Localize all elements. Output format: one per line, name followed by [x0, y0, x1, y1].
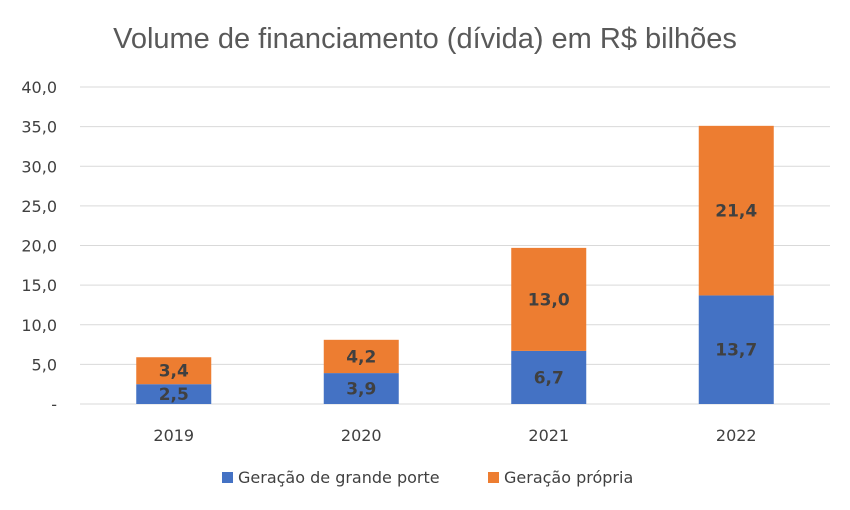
data-label: 2,5	[159, 385, 189, 405]
x-axis-ticks: 2019 2020 2021 2022	[153, 426, 756, 445]
y-tick-label: 30,0	[21, 157, 57, 176]
bar-segment	[136, 357, 212, 385]
y-tick-label: -	[51, 395, 57, 414]
bar-segment	[323, 373, 399, 404]
data-label: 4,2	[346, 347, 376, 367]
legend-swatch	[488, 472, 499, 483]
x-tick-label: 2020	[341, 426, 382, 445]
y-tick-label: 10,0	[21, 316, 57, 335]
bar-segment	[511, 350, 587, 404]
data-label: 6,7	[534, 368, 564, 388]
chart-title: Volume de financiamento (dívida) em R$ b…	[113, 23, 737, 55]
y-tick-label: 15,0	[21, 276, 57, 295]
data-label: 13,7	[715, 341, 757, 361]
x-tick-label: 2022	[716, 426, 757, 445]
y-tick-label: 25,0	[21, 197, 57, 216]
x-tick-label: 2021	[528, 426, 569, 445]
data-label: 21,4	[715, 202, 757, 222]
bar-segment	[511, 247, 587, 351]
bar-segment	[323, 339, 399, 374]
bars: 2,5 3,4 3,9 4,2 6,7 13,0 13,7 21,4	[136, 125, 774, 405]
bar-segment	[698, 125, 774, 296]
y-tick-label: 5,0	[32, 355, 57, 374]
legend-swatch	[222, 472, 233, 483]
data-label: 13,0	[528, 290, 570, 310]
y-tick-label: 35,0	[21, 118, 57, 137]
y-axis-ticks: - 5,0 10,0 15,0 20,0 25,0 30,0 35,0 40,0	[21, 78, 57, 414]
bar-segment	[136, 384, 212, 404]
x-tick-label: 2019	[153, 426, 194, 445]
legend-label: Geração de grande porte	[238, 468, 440, 487]
data-label: 3,4	[159, 362, 189, 382]
legend: Geração de grande porte Geração própria	[222, 468, 633, 487]
data-label: 3,9	[346, 380, 376, 400]
legend-label: Geração própria	[504, 468, 633, 487]
y-tick-label: 40,0	[21, 78, 57, 97]
bar-segment	[698, 295, 774, 404]
y-tick-label: 20,0	[21, 237, 57, 256]
